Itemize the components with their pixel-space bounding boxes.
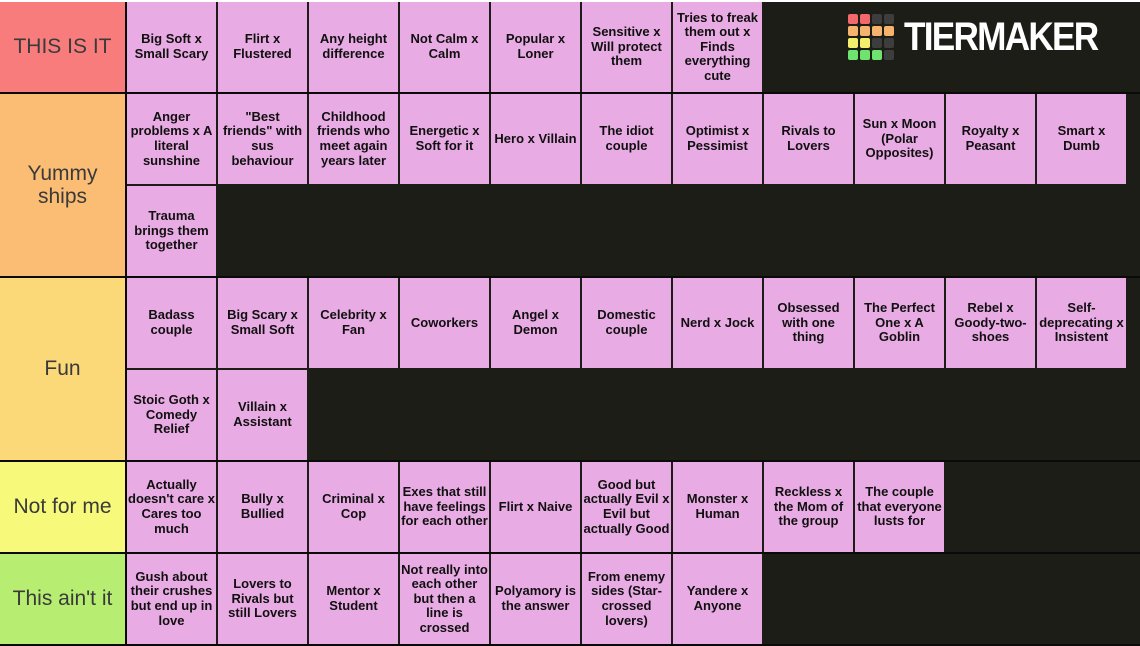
- logo-grid-square: [872, 14, 883, 24]
- tier-item[interactable]: Reckless x the Mom of the group: [764, 462, 853, 552]
- tier-item[interactable]: Any height difference: [309, 2, 398, 92]
- tier-row-this-is-it: THIS IS IT Big Soft x Small Scary Flirt x …: [0, 2, 1140, 94]
- tier-item[interactable]: Rivals to Lovers: [764, 94, 853, 184]
- tier-item[interactable]: Lovers to Rivals but still Lovers: [218, 554, 307, 644]
- tier-item[interactable]: Big Scary x Small Soft: [218, 278, 307, 368]
- tier-row-yummy-ships: Yummy ships Anger problems x A literal su…: [0, 94, 1140, 278]
- tier-item[interactable]: Good but actually Evil x Evil but actual…: [582, 462, 671, 552]
- tier-label: Fun: [0, 278, 127, 460]
- tier-item[interactable]: From enemy sides (Star-crossed lovers): [582, 554, 671, 644]
- tier-item[interactable]: Childhood friends who meet again years l…: [309, 94, 398, 184]
- tier-item[interactable]: Trauma brings them together: [127, 186, 216, 276]
- tier-item[interactable]: Smart x Dumb: [1037, 94, 1126, 184]
- tier-item[interactable]: Gush about their crushes but end up in l…: [127, 554, 216, 644]
- tier-item[interactable]: Polyamory is the answer: [491, 554, 580, 644]
- logo-grid-square: [872, 50, 883, 60]
- tiermaker-logo[interactable]: TIERMAKER: [848, 14, 1124, 60]
- tier-label: This ain't it: [0, 554, 127, 644]
- tier-item[interactable]: Rebel x Goody-two-shoes: [946, 278, 1035, 368]
- tier-item[interactable]: Popular x Loner: [491, 2, 580, 92]
- tier-item[interactable]: Angel x Demon: [491, 278, 580, 368]
- tier-item[interactable]: Sun x Moon (Polar Opposites): [855, 94, 944, 184]
- logo-grid-square: [860, 38, 871, 48]
- logo-grid-square: [860, 26, 871, 36]
- tier-item[interactable]: Domestic couple: [582, 278, 671, 368]
- tier-item[interactable]: Optimist x Pessimist: [673, 94, 762, 184]
- tier-item[interactable]: Sensitive x Will protect them: [582, 2, 671, 92]
- logo-grid-square: [884, 26, 895, 36]
- tier-item[interactable]: Coworkers: [400, 278, 489, 368]
- tier-item[interactable]: Anger problems x A literal sunshine: [127, 94, 216, 184]
- tier-item[interactable]: Not Calm x Calm: [400, 2, 489, 92]
- tier-items: Badass couple Big Scary x Small Soft Celeb…: [127, 278, 1140, 460]
- tier-label: Not for me: [0, 462, 127, 552]
- tier-item[interactable]: Monster x Human: [673, 462, 762, 552]
- logo-grid-square: [848, 50, 859, 60]
- logo-text: TIERMAKER: [904, 14, 1099, 59]
- logo-grid-square: [860, 50, 871, 60]
- tier-items: Big Soft x Small Scary Flirt x Flustered A…: [127, 2, 1140, 92]
- tier-item[interactable]: Celebrity x Fan: [309, 278, 398, 368]
- tier-item[interactable]: Nerd x Jock: [673, 278, 762, 368]
- logo-grid-square: [872, 26, 883, 36]
- logo-grid-square: [848, 26, 859, 36]
- logo-grid-square: [884, 50, 895, 60]
- tier-item[interactable]: Tries to freak them out x Finds everythi…: [673, 2, 762, 92]
- tier-item[interactable]: Flirt x Naive: [491, 462, 580, 552]
- logo-grid-square: [860, 14, 871, 24]
- tier-item[interactable]: Royalty x Peasant: [946, 94, 1035, 184]
- tier-label: THIS IS IT: [0, 2, 127, 92]
- tier-item[interactable]: Big Soft x Small Scary: [127, 2, 216, 92]
- tier-item[interactable]: The Perfect One x A Goblin: [855, 278, 944, 368]
- tier-item[interactable]: Badass couple: [127, 278, 216, 368]
- tier-item[interactable]: Criminal x Cop: [309, 462, 398, 552]
- tier-item[interactable]: Stoic Goth x Comedy Relief: [127, 370, 216, 460]
- tier-item[interactable]: Obsessed with one thing: [764, 278, 853, 368]
- logo-grid-square: [848, 38, 859, 48]
- tier-row-this-ain-t-it: This ain't it Gush about their crushes bu…: [0, 554, 1140, 646]
- tier-label: Yummy ships: [0, 94, 127, 276]
- tier-items: Gush about their crushes but end up in l…: [127, 554, 1140, 644]
- tier-item[interactable]: The idiot couple: [582, 94, 671, 184]
- tier-item[interactable]: Energetic x Soft for it: [400, 94, 489, 184]
- tier-row-fun: Fun Badass couple Big Scary x Small Soft Ce…: [0, 278, 1140, 462]
- tier-item[interactable]: Exes that still have feelings for each o…: [400, 462, 489, 552]
- tier-item[interactable]: The couple that everyone lusts for: [855, 462, 944, 552]
- logo-grid-square: [884, 38, 895, 48]
- tier-item[interactable]: "Best friends" with sus behaviour: [218, 94, 307, 184]
- tier-item[interactable]: Flirt x Flustered: [218, 2, 307, 92]
- tier-item[interactable]: Self-deprecating x Insistent: [1037, 278, 1126, 368]
- tier-item[interactable]: Hero x Villain: [491, 94, 580, 184]
- logo-grid-square: [872, 38, 883, 48]
- tier-items: Anger problems x A literal sunshine "Best…: [127, 94, 1140, 276]
- tier-row-not-for-me: Not for me Actually doesn't care x Cares …: [0, 462, 1140, 554]
- tier-item[interactable]: Not really into each other but then a li…: [400, 554, 489, 644]
- tiermaker-grid-icon: [848, 14, 895, 60]
- tier-item[interactable]: Mentor x Student: [309, 554, 398, 644]
- logo-grid-square: [884, 14, 895, 24]
- tier-item[interactable]: Actually doesn't care x Cares too much: [127, 462, 216, 552]
- tier-items: Actually doesn't care x Cares too much Bu…: [127, 462, 1140, 552]
- tier-item[interactable]: Villain x Assistant: [218, 370, 307, 460]
- tier-item[interactable]: Yandere x Anyone: [673, 554, 762, 644]
- logo-grid-square: [848, 14, 859, 24]
- tier-item[interactable]: Bully x Bullied: [218, 462, 307, 552]
